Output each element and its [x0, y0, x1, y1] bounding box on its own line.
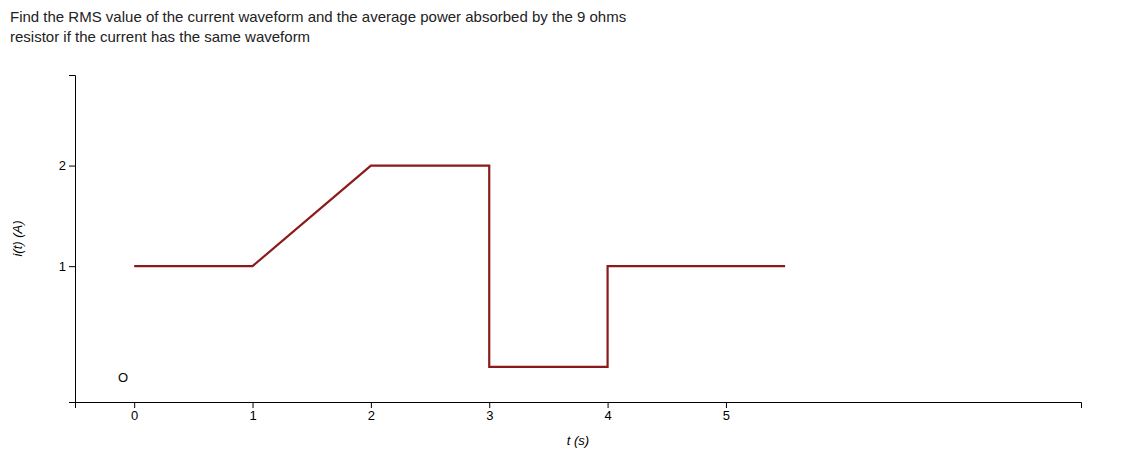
x-tick: 2: [368, 402, 375, 423]
plot: 01234512O: [59, 76, 1082, 424]
x-tick-mark: [253, 402, 254, 408]
y-tick-mark: [69, 266, 75, 267]
y-tick: 1: [59, 259, 75, 274]
x-axis-line: [76, 403, 1082, 409]
title-line: Find the RMS value of the current wavefo…: [10, 8, 626, 25]
x-tick-label: 0: [131, 408, 138, 423]
x-tick-label: 2: [368, 408, 375, 423]
x-tick-label: 5: [723, 408, 730, 423]
y-axis-title: i(t) (A): [10, 220, 25, 256]
marks: [134, 166, 785, 367]
x-tick: 5: [723, 402, 730, 423]
x-tick-mark: [608, 402, 609, 408]
x-tick-label: 3: [486, 408, 493, 423]
y-tick: 2: [59, 158, 75, 173]
y-axis-line: [69, 76, 76, 403]
chart: Find the RMS value of the current wavefo…: [0, 0, 1121, 457]
x-tick-label: 4: [604, 408, 611, 423]
x-tick: 0: [131, 402, 138, 423]
x-tick-mark: [371, 402, 372, 408]
x-tick-mark: [134, 402, 135, 408]
x-tick-mark: [489, 402, 490, 408]
y-tick-mark: [69, 166, 75, 167]
x-tick-label: 1: [249, 408, 256, 423]
x-axis: 0 1 2 3 4 5: [76, 402, 1082, 423]
x-tick: 3: [486, 402, 493, 423]
y-tick-label: 1: [59, 259, 66, 274]
waveform-line: [134, 166, 785, 367]
x-tick: 1: [249, 402, 256, 423]
x-tick-mark: [726, 402, 727, 408]
y-tick-label: 2: [59, 158, 66, 173]
title-line: resistor if the current has the same wav…: [10, 28, 310, 45]
title: Find the RMS value of the current wavefo…: [10, 8, 626, 45]
x-axis-title: t (s): [567, 433, 589, 448]
x-tick: 4: [604, 402, 611, 423]
y-axis: 12: [59, 76, 76, 403]
annotation: O: [118, 370, 128, 385]
